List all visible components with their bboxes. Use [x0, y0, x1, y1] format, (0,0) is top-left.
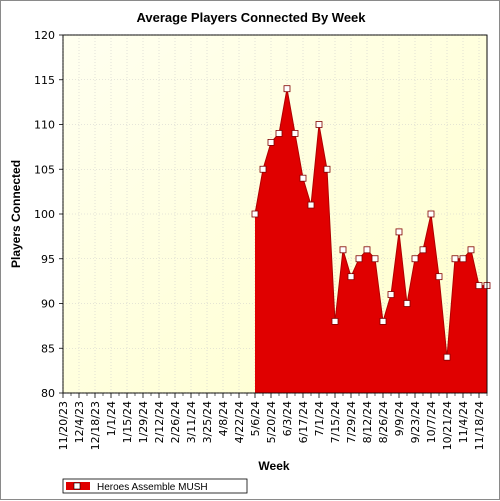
x-tick-label: 4/8/24	[217, 401, 230, 436]
x-tick-label: 12/4/23	[73, 401, 86, 443]
data-point	[427, 210, 435, 218]
data-point	[435, 273, 443, 281]
x-tick-label: 7/29/24	[345, 401, 358, 443]
data-point	[459, 255, 467, 263]
x-tick-label: 8/12/24	[361, 401, 374, 443]
series-line	[254, 88, 487, 358]
data-point	[283, 85, 291, 93]
data-point	[355, 255, 363, 263]
data-point	[467, 246, 475, 254]
data-point	[299, 174, 307, 182]
x-tick-label: 1/29/24	[137, 401, 150, 443]
data-point	[323, 165, 331, 173]
x-axis-title: Week	[258, 459, 289, 473]
legend-box	[62, 478, 248, 494]
y-tick-label: 105	[34, 163, 55, 176]
x-tick-label: 6/3/24	[281, 401, 294, 436]
data-point	[371, 255, 379, 263]
x-tick-label: 8/26/24	[377, 401, 390, 443]
x-tick-label: 11/20/23	[57, 401, 70, 450]
x-tick-label: 5/20/24	[265, 401, 278, 443]
data-point	[267, 138, 275, 146]
y-tick-label: 85	[41, 342, 55, 355]
data-point	[315, 121, 323, 128]
x-tick-label: 12/18/23	[89, 401, 102, 450]
data-point	[331, 317, 339, 325]
y-tick-label: 110	[34, 119, 55, 132]
data-point	[419, 246, 427, 254]
x-tick-label: 3/11/24	[185, 401, 198, 443]
y-tick-label: 120	[34, 29, 55, 42]
x-tick-label: 11/18/24	[473, 401, 486, 450]
legend-marker	[73, 482, 81, 490]
data-point	[387, 291, 395, 298]
data-point	[347, 273, 355, 281]
y-tick-label: 100	[34, 208, 55, 221]
x-tick-label: 7/15/24	[329, 401, 342, 443]
y-tick-label: 80	[41, 387, 55, 400]
y-axis-title: Players Connected	[9, 160, 23, 268]
data-point	[339, 246, 347, 254]
x-tick-label: 9/23/24	[409, 401, 422, 443]
data-point	[475, 282, 483, 290]
x-tick-label: 6/17/24	[297, 401, 310, 443]
data-point	[403, 300, 411, 307]
x-tick-label: 7/1/24	[313, 401, 326, 436]
axes: 80 85 90 95 100 105 110 115 120 11/20/23 12/4/23 12…	[34, 29, 488, 450]
data-point	[291, 130, 299, 137]
y-tick-label: 95	[41, 253, 55, 266]
x-tick-label: 1/1/24	[105, 401, 118, 436]
data-point	[451, 255, 459, 263]
legend-label: Heroes Assemble MUSH	[97, 482, 208, 493]
series-area	[255, 88, 487, 393]
x-tick-label: 2/12/24	[153, 401, 166, 443]
data-point	[307, 201, 315, 209]
x-tick-label: 9/9/24	[393, 401, 406, 436]
data-point	[363, 246, 371, 254]
x-tick-label: 11/4/24	[457, 401, 470, 443]
x-tick-label: 10/7/24	[425, 401, 438, 443]
data-point	[251, 210, 259, 218]
data-point	[379, 317, 387, 325]
plot-border	[62, 34, 488, 394]
data-point	[275, 130, 283, 137]
x-tick-label: 2/26/24	[169, 401, 182, 443]
x-tick-label: 4/22/24	[233, 401, 246, 443]
series-layer	[251, 85, 491, 393]
y-tick-label: 90	[41, 298, 55, 311]
data-point	[443, 353, 451, 361]
data-point	[411, 255, 419, 263]
legend: Heroes Assemble MUSH	[62, 478, 248, 494]
data-point	[395, 228, 403, 236]
x-tick-label: 10/21/24	[441, 401, 454, 450]
chart-title: Average Players Connected By Week	[136, 10, 366, 25]
x-tick-label: 1/15/24	[121, 401, 134, 443]
data-point	[259, 165, 267, 173]
x-tick-label: 5/6/24	[249, 401, 262, 436]
x-tick-label: 3/25/24	[201, 401, 214, 443]
y-tick-label: 115	[34, 74, 55, 87]
